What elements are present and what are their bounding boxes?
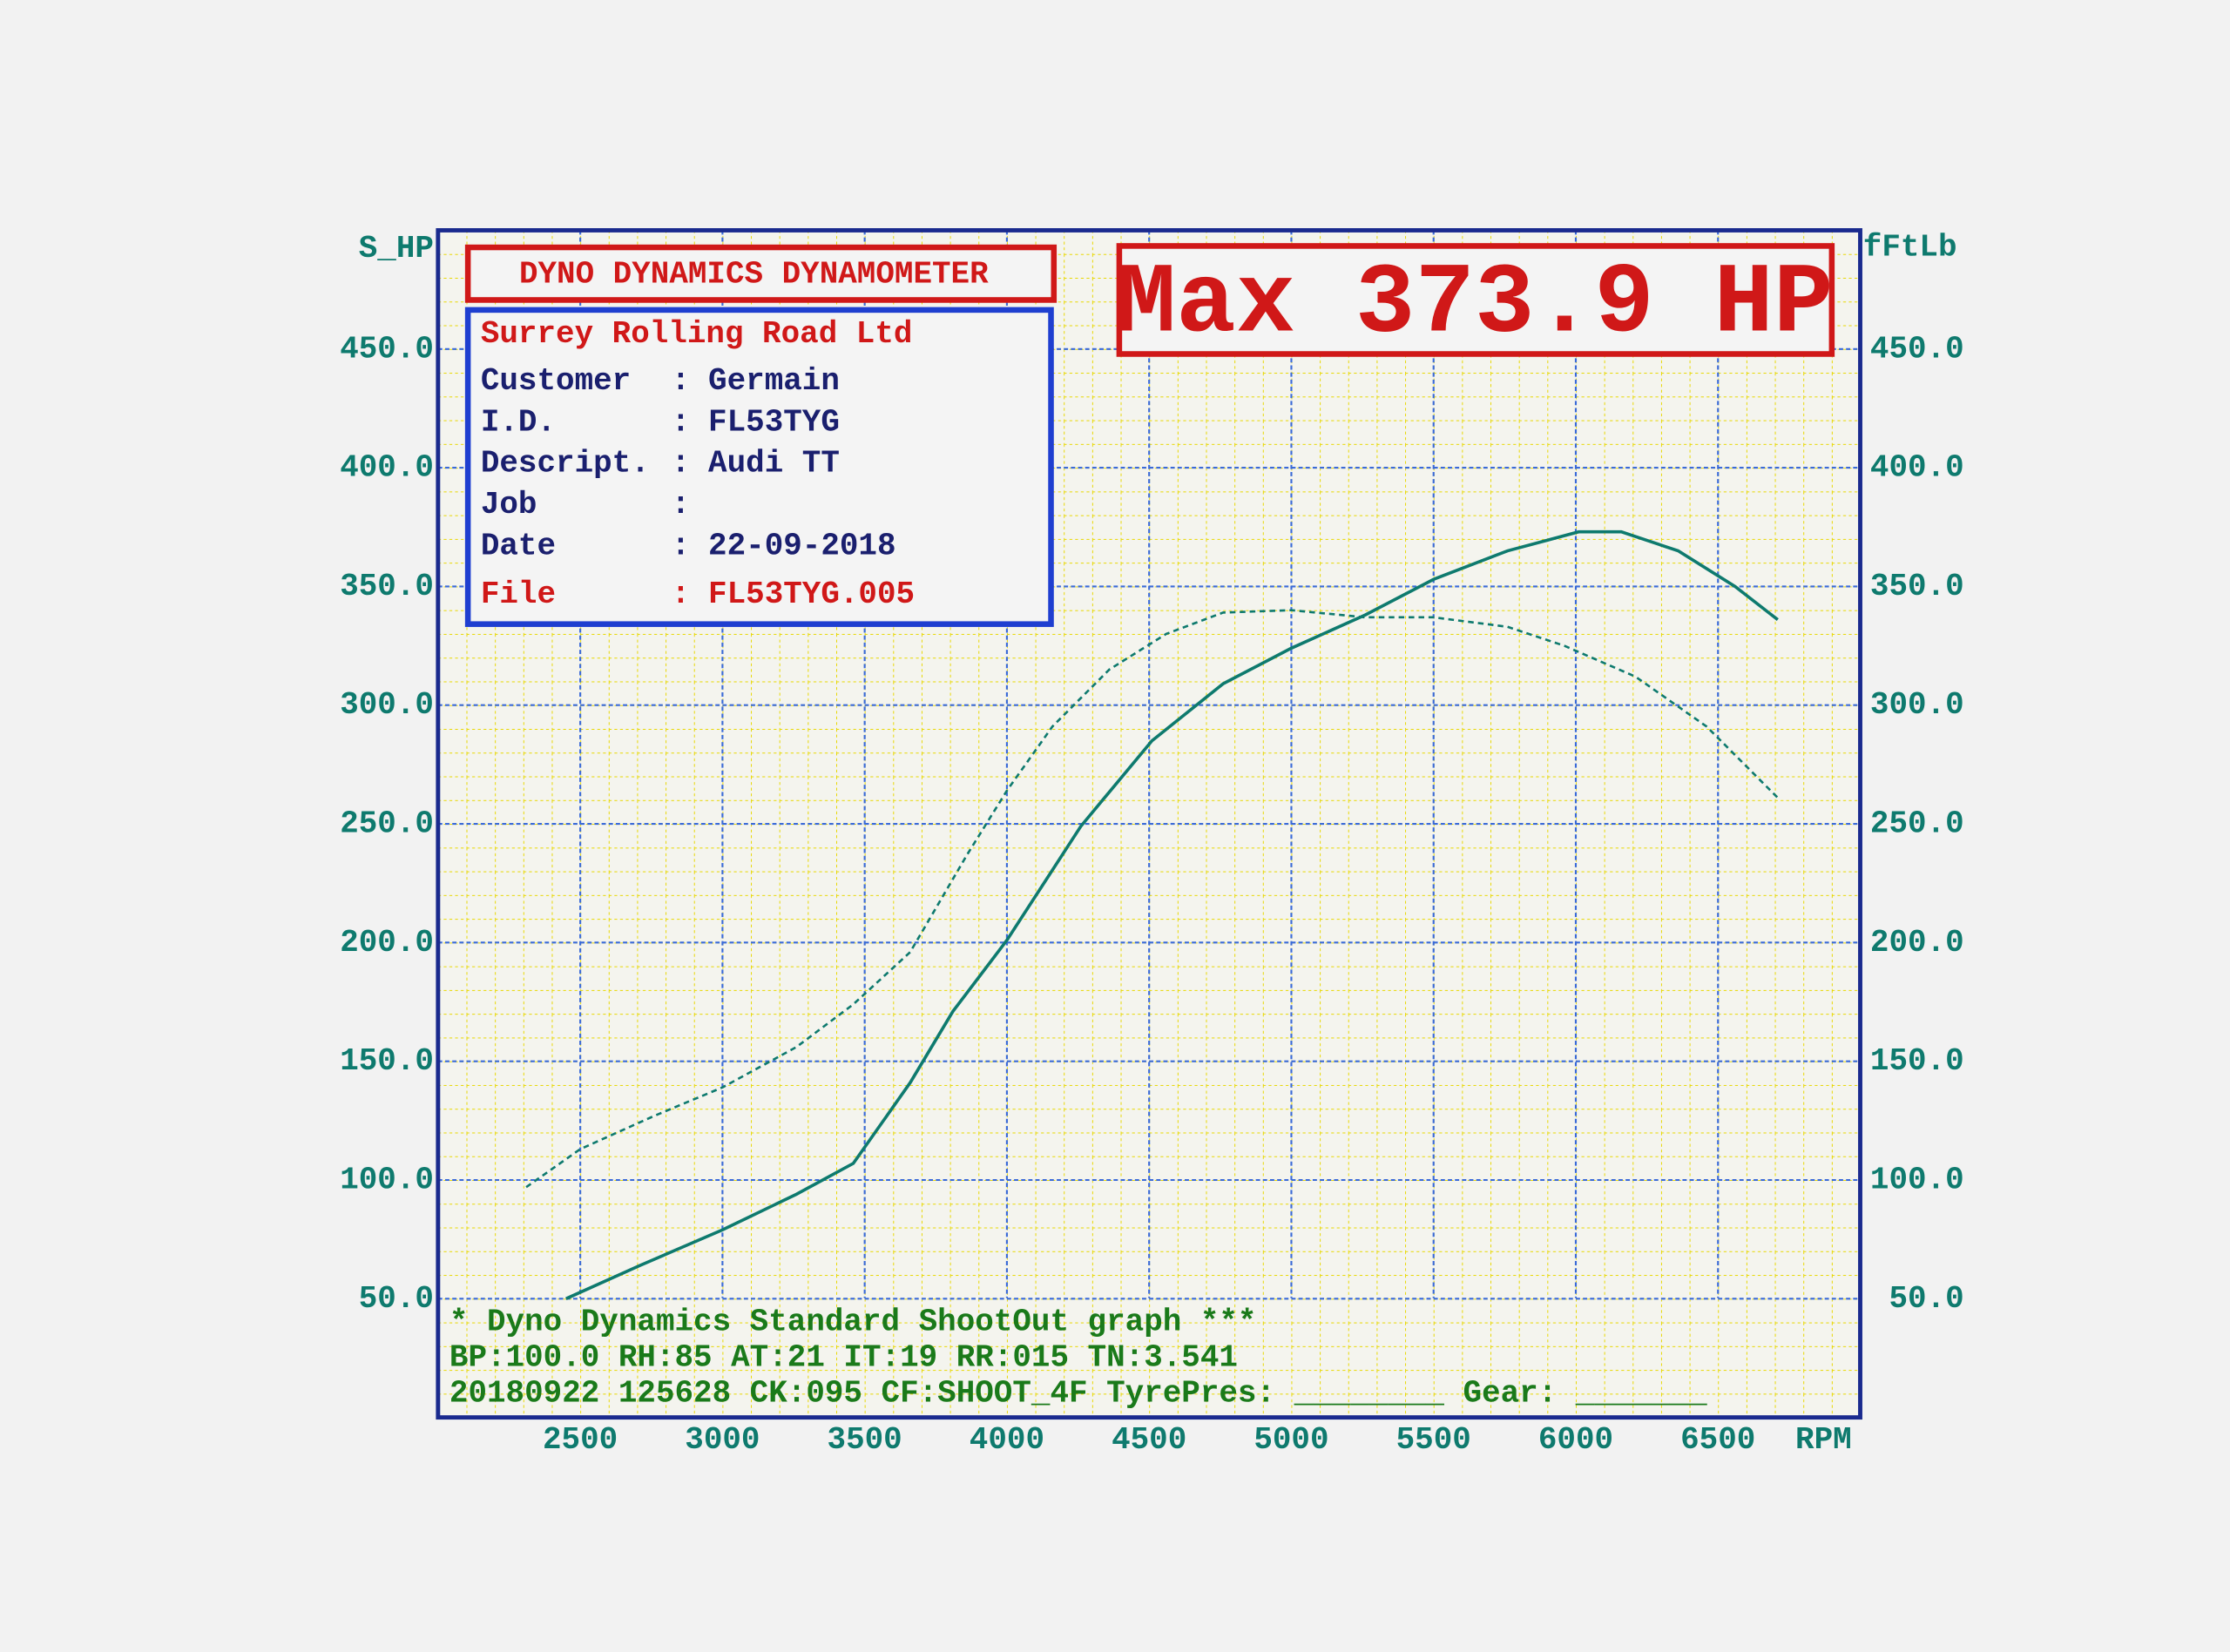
y-tick-label: 100.0 xyxy=(340,1162,434,1197)
y2-tick-label: 300.0 xyxy=(1870,687,1964,723)
footer-line: 20180922 125628 CK:095 CF:SHOOT_4F TyreP… xyxy=(449,1375,1707,1411)
series-line xyxy=(565,529,1779,1300)
y-tick-label: 150.0 xyxy=(340,1043,434,1079)
header: DYNO DYNAMICS DYNAMOMETER xyxy=(519,257,989,293)
y-tick-label: 200.0 xyxy=(340,925,434,961)
y2-tick-label: 450.0 xyxy=(1870,331,1964,367)
x-tick-label: 6500 xyxy=(1680,1422,1755,1458)
x-tick-label: 6000 xyxy=(1538,1422,1613,1458)
info-label: File xyxy=(481,577,556,612)
info-colon: : xyxy=(672,528,691,563)
x-tick-label: 5500 xyxy=(1396,1422,1471,1458)
info-value: Audi TT xyxy=(708,446,840,482)
info-value: Germain xyxy=(708,363,840,399)
info-label: Descript. xyxy=(481,446,650,482)
y2-tick-label: 200.0 xyxy=(1870,925,1964,961)
x-tick-label: 5000 xyxy=(1254,1422,1328,1458)
info-label: I.D. xyxy=(481,404,556,440)
y2-tick-label: 100.0 xyxy=(1870,1162,1964,1197)
y2-tick-label: 250.0 xyxy=(1870,806,1964,842)
y-tick-label: 250.0 xyxy=(340,806,434,842)
x-tick-label: 3500 xyxy=(828,1422,902,1458)
x-tick-label: 4000 xyxy=(970,1422,1044,1458)
max-box xyxy=(1116,243,1835,357)
x-axis-label: RPM xyxy=(1795,1422,1852,1458)
x-tick-label: 3000 xyxy=(685,1422,760,1458)
info-value: FL53TYG xyxy=(708,404,840,440)
y-tick-label: 450.0 xyxy=(340,331,434,367)
footer-line: BP:100.0 RH:85 AT:21 IT:19 RR:015 TN:3.5… xyxy=(449,1340,1238,1376)
company: Surrey Rolling Road Ltd xyxy=(481,316,913,352)
y-tick-label: 50.0 xyxy=(359,1281,434,1317)
x-tick-label: 2500 xyxy=(543,1422,618,1458)
header-box xyxy=(464,244,1058,303)
y-tick-label: 350.0 xyxy=(340,569,434,604)
info-value: FL53TYG.005 xyxy=(708,577,915,612)
info-colon: : xyxy=(672,577,691,612)
max-label: Max 373.9 HP xyxy=(1117,249,1834,361)
lines xyxy=(525,529,1779,1300)
footer-line: * Dyno Dynamics Standard ShootOut graph … xyxy=(449,1305,1257,1340)
y-tick-label: 300.0 xyxy=(340,687,434,723)
series-line xyxy=(525,609,1779,1189)
info-value: 22-09-2018 xyxy=(708,528,895,563)
info-label: Date xyxy=(481,528,556,563)
plot-frame xyxy=(436,228,1862,1420)
info-colon: : xyxy=(672,363,691,399)
y2-tick-label: 400.0 xyxy=(1870,450,1964,486)
y-tick-label: 400.0 xyxy=(340,450,434,486)
info-colon: : xyxy=(672,404,691,440)
x-tick-label: 4500 xyxy=(1112,1422,1186,1458)
info-rows: Customer: Germain I.D.: FL53TYG Descript.: Au… xyxy=(481,363,915,612)
info-box xyxy=(464,307,1054,627)
info-label: Job xyxy=(481,487,537,523)
y2-tick-label: 150.0 xyxy=(1870,1043,1964,1079)
y-axis-label: S_HP xyxy=(359,231,434,266)
info-colon: : xyxy=(672,487,691,523)
y2-axis-label: fFtLb xyxy=(1863,230,1957,266)
info-colon: : xyxy=(672,446,691,482)
y2-tick-label: 50.0 xyxy=(1889,1281,1963,1317)
y2-tick-label: 350.0 xyxy=(1870,569,1964,604)
info-label: Customer xyxy=(481,363,631,399)
